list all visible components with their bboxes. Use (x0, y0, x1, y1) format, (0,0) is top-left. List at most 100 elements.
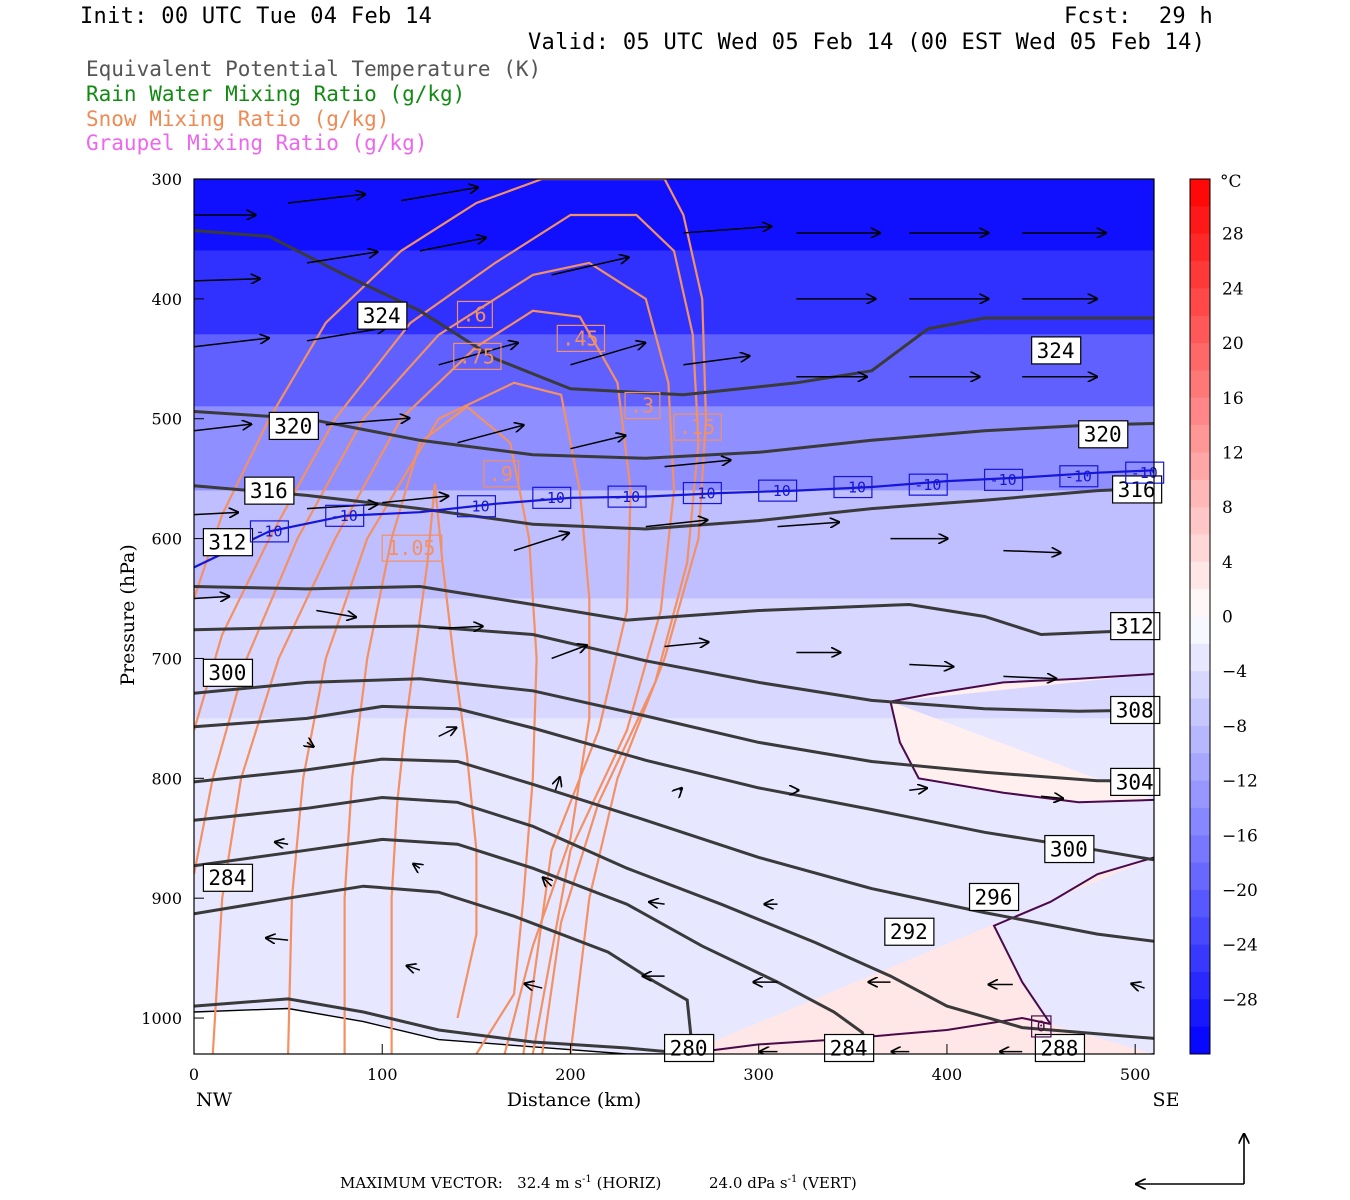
wind-vector (288, 194, 365, 204)
wind-vector (194, 338, 269, 348)
theta-e-label-text: 320 (274, 414, 312, 438)
wind-vector (1131, 984, 1145, 988)
theta-e-label-text: 288 (1040, 1036, 1078, 1060)
theta-e-label-box (1078, 420, 1129, 449)
theta-e-label-box (1110, 611, 1161, 641)
isotherm-label: -10 (833, 475, 873, 499)
plot-frame (193, 178, 1155, 1055)
snow-label-box (456, 300, 493, 329)
terrain-fill (194, 1008, 1154, 1054)
x-tick-label: 0 (189, 1065, 199, 1084)
colorbar-swatch (1190, 452, 1210, 481)
theta-e-label-box (1110, 767, 1161, 797)
se-endpoint-label: SE (1153, 1089, 1180, 1111)
wind-vector (525, 984, 543, 988)
wind-vector (543, 877, 552, 886)
snow-contour (287, 381, 591, 1054)
y-tick-label: 900 (151, 889, 182, 908)
nw-endpoint-label: NW (196, 1089, 233, 1111)
snow-contour (194, 213, 700, 1054)
theta-e-label-text: 300 (208, 661, 246, 685)
snow-contour (211, 309, 632, 1054)
colorbar-swatch (1190, 507, 1210, 535)
theta-e-label-text: 308 (1116, 698, 1154, 722)
snow-label-box (453, 342, 502, 370)
snow-label-text: .45 (562, 326, 598, 350)
theta-e-label: 308 (1110, 695, 1161, 725)
wind-vector (407, 966, 421, 970)
isotherm-label: -10 (983, 468, 1024, 491)
theta-e-label-text: 324 (1037, 339, 1075, 363)
theta-e-label: 316 (244, 476, 295, 505)
wind-vector (777, 522, 840, 526)
maxvec-horiz-unit: m s (555, 1174, 583, 1192)
theta-e-label: 296 (968, 882, 1020, 912)
theta-e-label-box (202, 658, 254, 687)
wind-vector (438, 343, 518, 366)
theta-e-label: 300 (202, 658, 254, 687)
colorbar-swatch (1190, 780, 1210, 809)
isotherm-label-text: -10 (839, 478, 866, 496)
isotherm-label-text: -10 (1131, 464, 1158, 482)
colorbar-tick-label: −8 (1222, 717, 1247, 737)
isotherm-label-box (607, 485, 647, 508)
x-tick-label: 400 (932, 1065, 963, 1084)
snow-label-box (381, 534, 443, 562)
maxvec-label: MAXIMUM VECTOR: (340, 1174, 503, 1192)
wind-vector (306, 328, 386, 342)
isotherm-label: -10 (456, 495, 497, 518)
theta-e-label: 320 (1078, 420, 1129, 449)
isotherm-label-box (249, 520, 289, 543)
theta-e-label-box (202, 528, 254, 557)
colorbar-swatch (1190, 561, 1210, 590)
wind-vector (457, 425, 524, 444)
wind-vector (275, 842, 289, 844)
wind-vector (683, 226, 771, 234)
wind-vector (909, 788, 927, 790)
theta-e-contour (194, 837, 873, 1054)
colorbar-tick-label: −28 (1222, 990, 1258, 1010)
isotherm-label-text: -10 (331, 507, 358, 525)
theta-e-label-box (1110, 695, 1161, 725)
isotherm-label-box (532, 486, 572, 509)
colorbar-tick-label: 12 (1222, 443, 1244, 463)
theta-e-label-box (823, 1033, 875, 1063)
colorbar-swatch (1190, 370, 1210, 399)
colorbar-tick-label: −20 (1222, 881, 1258, 901)
maxvec-vert-unit: dPa s (747, 1174, 788, 1192)
colorbar-swatch (1190, 643, 1210, 672)
colorbar-tick-label: −12 (1222, 772, 1258, 792)
forecast-hour: Fcst: 29 h (1064, 4, 1213, 29)
x-tick-label: 200 (555, 1065, 586, 1084)
isotherm-label-box (833, 475, 873, 499)
snow-label: .75 (453, 342, 502, 370)
snow-label-text: .9 (489, 462, 513, 486)
theta-e-contour (194, 704, 1154, 862)
snow-label-text: .75 (459, 344, 495, 368)
theta-e-label: 292 (884, 917, 935, 946)
wind-vector (194, 596, 229, 598)
wind-vector (909, 664, 953, 666)
snow-label-text: .6 (463, 302, 487, 326)
theta-e-label: 312 (1110, 611, 1161, 641)
colorbar-swatch (1190, 999, 1210, 1028)
colorbar-swatch (1190, 233, 1210, 262)
wind-vector (306, 252, 377, 264)
contour-labels: 1.05 .9 .75 .6 .45 .3 .15 324 324 320 320 316 316 312… (202, 300, 1165, 1063)
theta-e-contours (194, 229, 1154, 1054)
isotherm-label-text: -10 (764, 482, 791, 500)
colorbar-swatch (1190, 671, 1210, 700)
y-tick-label: 1000 (141, 1009, 182, 1028)
colorbar-swatch (1190, 589, 1210, 617)
isotherm-label: -10 (682, 481, 722, 505)
colorbar-tick-label: −24 (1222, 936, 1258, 956)
theta-e-label-text: 324 (363, 304, 401, 328)
wind-vector (316, 609, 356, 618)
isotherm-label-text: -10 (255, 523, 282, 541)
snow-label-box (624, 391, 661, 420)
colorbar: °C 28 24 20 16 12 8 4 0 −4 −8 −12 −16 −20 −24 −28 (1189, 172, 1258, 1055)
colorbar-tick-label: 16 (1222, 389, 1244, 409)
wind-vector (649, 902, 665, 904)
warm-region (683, 857, 1154, 1054)
